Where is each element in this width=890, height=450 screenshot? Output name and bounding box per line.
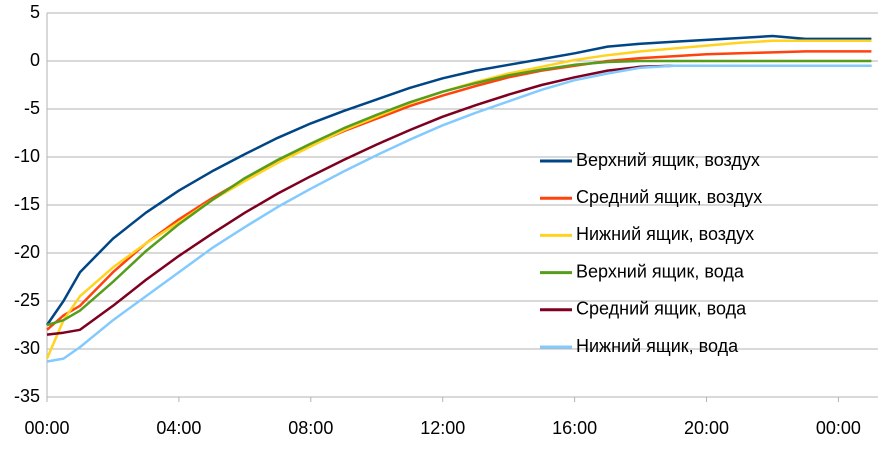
legend-label: Верхний ящик, вода [576,261,745,281]
y-tick-label: -10 [14,146,40,166]
legend-label: Средний ящик, воздух [576,187,762,207]
series-line [46,64,872,363]
x-tick-label: 04:00 [156,418,201,438]
legend-label: Средний ящик, вода [576,299,747,319]
x-tick-label: 20:00 [684,418,729,438]
y-tick-label: -30 [14,338,40,358]
series-line [46,59,872,327]
x-tick-label: 16:00 [552,418,597,438]
series-line [45,34,872,326]
x-tick-label: 08:00 [288,418,333,438]
x-tick-label: 00:00 [816,418,861,438]
legend-label: Верхний ящик, воздух [576,150,760,170]
y-tick-label: -25 [14,290,40,310]
y-tick-label: -35 [14,386,40,406]
y-tick-label: -20 [14,242,40,262]
y-tick-label: 0 [30,50,40,70]
x-tick-label: 00:00 [24,418,69,438]
y-tick-label: -15 [14,194,40,214]
y-tick-label: 5 [30,2,40,22]
legend-label: Нижний ящик, вода [576,336,739,356]
x-tick-label: 12:00 [420,418,465,438]
legend-label: Нижний ящик, воздух [576,224,754,244]
y-tick-label: -5 [24,98,40,118]
